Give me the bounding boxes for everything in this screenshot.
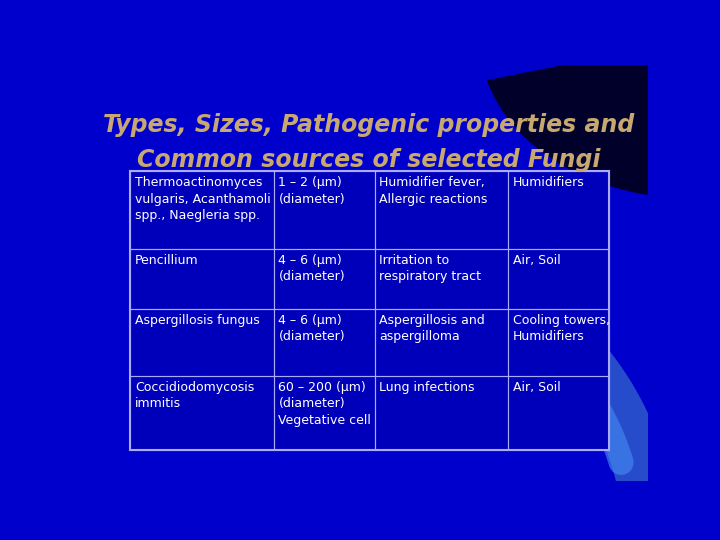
Text: Thermoactinomyces
vulgaris, Acanthamoli
spp., Naegleria spp.: Thermoactinomyces vulgaris, Acanthamoli … <box>135 176 271 222</box>
Text: 1 – 2 (μm)
(diameter): 1 – 2 (μm) (diameter) <box>279 176 345 206</box>
Text: 4 – 6 (μm)
(diameter): 4 – 6 (μm) (diameter) <box>279 314 345 343</box>
Text: Aspergillosis fungus: Aspergillosis fungus <box>135 314 259 327</box>
Bar <box>375 376 508 450</box>
Text: Types, Sizes, Pathogenic properties and: Types, Sizes, Pathogenic properties and <box>104 113 634 137</box>
Wedge shape <box>488 40 693 198</box>
Bar <box>274 376 375 450</box>
Bar <box>274 309 375 376</box>
Bar <box>375 309 508 376</box>
Bar <box>130 376 274 450</box>
Text: Humidifiers: Humidifiers <box>513 176 585 189</box>
Bar <box>508 309 609 376</box>
Bar <box>508 249 609 309</box>
Text: Aspergillosis and
aspergilloma: Aspergillosis and aspergilloma <box>379 314 485 343</box>
Bar <box>130 171 274 249</box>
Bar <box>508 376 609 450</box>
Text: Humidifier fever,
Allergic reactions: Humidifier fever, Allergic reactions <box>379 176 487 206</box>
Bar <box>130 249 274 309</box>
Bar <box>130 171 609 450</box>
Text: Irritation to
respiratory tract: Irritation to respiratory tract <box>379 254 481 284</box>
Text: Air, Soil: Air, Soil <box>513 381 561 394</box>
Text: 4 – 6 (μm)
(diameter): 4 – 6 (μm) (diameter) <box>279 254 345 284</box>
Text: Pencillium: Pencillium <box>135 254 199 267</box>
Text: Cooling towers,
Humidifiers: Cooling towers, Humidifiers <box>513 314 610 343</box>
Bar <box>130 309 274 376</box>
Text: Lung infections: Lung infections <box>379 381 474 394</box>
Bar <box>375 171 508 249</box>
Text: Common sources of selected Fungi: Common sources of selected Fungi <box>138 148 600 172</box>
Bar <box>508 171 609 249</box>
Bar <box>375 249 508 309</box>
Text: Coccidiodomycosis
immitis: Coccidiodomycosis immitis <box>135 381 254 410</box>
Text: 60 – 200 (μm)
(diameter)
Vegetative cell: 60 – 200 (μm) (diameter) Vegetative cell <box>279 381 372 427</box>
Text: Air, Soil: Air, Soil <box>513 254 561 267</box>
Bar <box>274 171 375 249</box>
Bar <box>274 249 375 309</box>
